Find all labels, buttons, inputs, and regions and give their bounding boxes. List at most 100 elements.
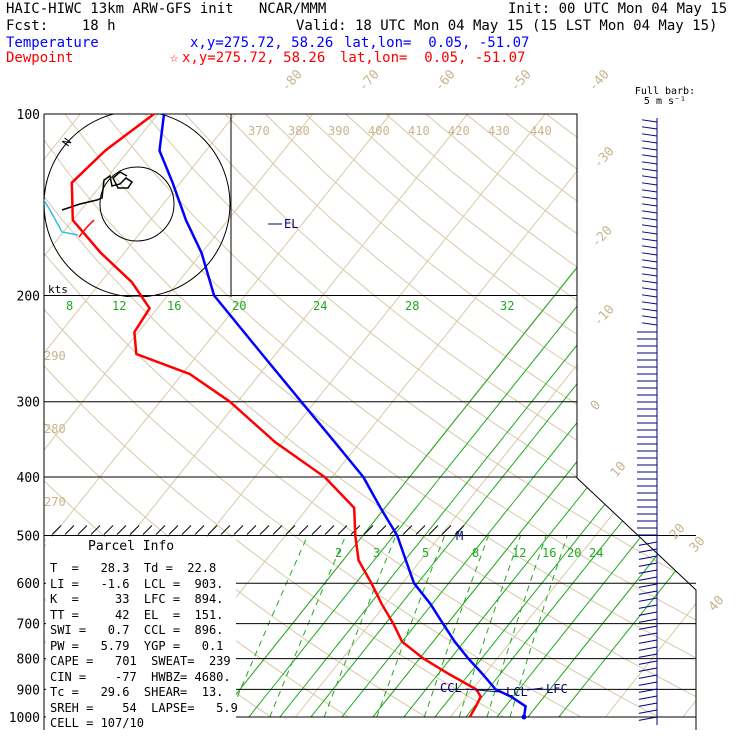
parcel-info-row: CAPE = 701 SWEAT= 239 bbox=[50, 654, 231, 668]
hodograph-trace-upper bbox=[61, 171, 134, 211]
wind-barb bbox=[641, 168, 658, 172]
dry-adiabat bbox=[224, 114, 696, 718]
isotherm-label: -30 bbox=[591, 144, 618, 171]
wind-barb bbox=[638, 555, 658, 560]
wind-barbs bbox=[637, 118, 658, 725]
freezing-hatch bbox=[155, 525, 166, 535]
theta-e-label: 20 bbox=[232, 299, 246, 313]
wind-barb bbox=[641, 308, 658, 312]
header-title: HAIC-HIWC 13km ARW-GFS init NCAR/MMM bbox=[6, 1, 327, 17]
theta-label: 430 bbox=[488, 124, 510, 138]
wind-barb bbox=[638, 632, 658, 637]
isotherm-label: 0 bbox=[588, 398, 604, 414]
isotherm-label: 10 bbox=[608, 459, 630, 481]
parcel-info-rows: T = 28.3 Td = 22.8 LI = -1.6 LCL = 903. K … bbox=[50, 561, 238, 732]
dry-adiabat bbox=[44, 114, 696, 718]
isotherm-line bbox=[44, 114, 314, 718]
wind-barb bbox=[641, 140, 658, 144]
dry-adiabat bbox=[184, 114, 696, 718]
wind-barb bbox=[638, 548, 658, 553]
parcel-info-title: Parcel Info bbox=[88, 539, 175, 554]
isotherm-line bbox=[44, 114, 159, 718]
dry-adiabat bbox=[265, 114, 696, 718]
parcel-info-row: CELL = 107/10 bbox=[50, 716, 144, 730]
dry-adiabat bbox=[44, 114, 504, 718]
wind-barb bbox=[638, 604, 658, 609]
wind-barb bbox=[638, 702, 658, 707]
wind-barb bbox=[641, 294, 658, 298]
mixing-ratio-line bbox=[458, 535, 522, 718]
mixing-ratio-line bbox=[376, 535, 446, 718]
pressure-label: 900 bbox=[17, 683, 40, 698]
mixing-ratio-label: 16 bbox=[542, 546, 556, 560]
freezing-hatch bbox=[168, 525, 179, 535]
wind-barb bbox=[641, 189, 658, 193]
wind-barb bbox=[641, 245, 658, 249]
hodograph-trace-mid bbox=[44, 198, 79, 236]
header-valid-time: Valid: 18 UTC Mon 04 May 15 (15 LST Mon … bbox=[296, 18, 718, 34]
dry-adiabat bbox=[104, 114, 696, 718]
isotherm-label: 20 bbox=[667, 521, 689, 543]
moist-adiabat bbox=[279, 219, 678, 718]
freezing-hatch bbox=[298, 525, 309, 535]
moist-adiabat bbox=[465, 219, 696, 718]
isotherm-line bbox=[294, 114, 696, 718]
theta-label: 410 bbox=[408, 124, 430, 138]
lcl-label: LCL bbox=[506, 685, 528, 699]
wind-barb bbox=[638, 597, 658, 602]
hodograph-trace-low bbox=[78, 219, 95, 238]
m-label: M bbox=[456, 529, 463, 543]
wind-barb bbox=[641, 119, 658, 123]
barb-key-value: 5 m s⁻¹ bbox=[644, 96, 686, 107]
parcel-info-row: PW = 5.79 YGP = 0.1 bbox=[50, 638, 224, 653]
moist-adiabat bbox=[558, 219, 696, 718]
dewpoint-xy: x,y=275.72, 58.26 bbox=[182, 50, 326, 66]
freezing-hatch bbox=[51, 525, 62, 535]
wind-barb bbox=[641, 217, 658, 221]
theta-label: 390 bbox=[328, 124, 350, 138]
isotherm-label: -60 bbox=[432, 67, 459, 94]
freezing-hatch bbox=[376, 525, 387, 535]
dry-adiabat bbox=[44, 114, 582, 718]
pressure-label: 400 bbox=[17, 471, 40, 486]
wind-barb bbox=[638, 583, 658, 588]
isotherm-line bbox=[604, 114, 696, 718]
parcel-info-row: TT = 42 EL = 151. bbox=[50, 607, 224, 622]
wind-barb bbox=[638, 576, 658, 581]
freezing-hatch bbox=[103, 525, 114, 535]
mixing-ratio-label: 20 bbox=[567, 546, 581, 560]
wind-barb bbox=[638, 625, 658, 630]
freezing-hatch bbox=[142, 525, 153, 535]
parcel-info-row: CIN = -77 HWBZ= 4680. bbox=[50, 669, 231, 684]
theta-e-label: 16 bbox=[167, 299, 181, 313]
isotherm-label: -70 bbox=[356, 67, 383, 94]
wind-barb bbox=[641, 147, 658, 151]
freezing-hatch bbox=[233, 525, 244, 535]
freezing-hatch bbox=[259, 525, 270, 535]
wind-barb bbox=[641, 210, 658, 214]
isotherm-label: -10 bbox=[591, 302, 618, 329]
freezing-hatch bbox=[415, 525, 426, 535]
lfc-tick bbox=[526, 687, 544, 691]
dry-adiabat bbox=[44, 114, 696, 718]
dry-adiabat bbox=[64, 114, 696, 718]
mixing-ratio-label: 24 bbox=[589, 546, 603, 560]
wind-barb bbox=[641, 252, 658, 256]
hodograph-ring-outer bbox=[44, 114, 231, 297]
freezing-hatch bbox=[194, 525, 205, 535]
theta-e-label: 12 bbox=[112, 299, 126, 313]
freezing-hatch bbox=[129, 525, 140, 535]
isotherm-label: -20 bbox=[589, 223, 616, 250]
mixing-ratio-line bbox=[486, 535, 547, 718]
freezing-hatch bbox=[324, 525, 335, 535]
wind-barb bbox=[638, 541, 658, 546]
wind-barb bbox=[638, 562, 658, 567]
moist-adiabat bbox=[527, 219, 696, 718]
temperature-profile bbox=[158, 113, 527, 718]
isotherm-line bbox=[44, 114, 391, 718]
temperature-latlon: lat,lon= 0.05, -51.07 bbox=[344, 35, 530, 51]
wind-barb bbox=[638, 646, 658, 651]
parcel-info-row: LI = -1.6 LCL = 903. bbox=[50, 576, 224, 591]
isotherm-line bbox=[527, 114, 696, 718]
barb-key-title: Full barb: bbox=[635, 86, 695, 97]
